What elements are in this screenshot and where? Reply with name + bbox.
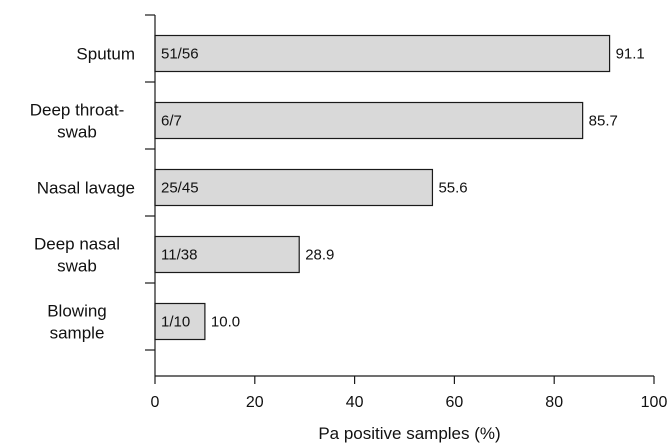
bar-count-label: 11/38	[161, 247, 197, 264]
category-label: Sputum	[76, 45, 135, 64]
category-label: Nasal lavage	[37, 179, 135, 198]
x-tick-label: 20	[246, 394, 264, 411]
bar-value-label: 55.6	[438, 180, 467, 197]
x-tick-label: 0	[151, 394, 160, 411]
bar-count-label: 51/56	[161, 46, 199, 63]
bar	[154, 235, 300, 274]
bar-value-label: 28.9	[305, 247, 334, 264]
x-tick-label: 60	[446, 394, 464, 411]
bar	[154, 101, 584, 140]
bar	[154, 302, 206, 341]
bar	[154, 168, 434, 207]
bars-group: 51/56 91.1 6/7 85.7 25/45 55.6 11/38 28.9 1/10 10…	[154, 34, 645, 341]
category-label: Blowing	[47, 302, 107, 321]
category-label: Deep throat-	[30, 101, 125, 120]
x-tick-label: 100	[641, 394, 668, 411]
category-label: swab	[57, 257, 97, 276]
category-label: swab	[57, 123, 97, 142]
x-ticks-group: 0 20 40 60 80 100	[151, 376, 668, 411]
category-labels-group: Sputum Deep throat-swab Nasal lavage Deep n…	[30, 14, 155, 351]
category-label: Deep nasal	[34, 235, 120, 254]
bar	[154, 34, 611, 73]
bar-value-label: 85.7	[589, 113, 618, 130]
bar-count-label: 1/10	[161, 314, 190, 331]
bar-value-label: 10.0	[211, 314, 240, 331]
bar-count-label: 6/7	[161, 113, 182, 130]
x-tick-label: 40	[346, 394, 364, 411]
category-label: sample	[50, 324, 105, 343]
bar-value-label: 91.1	[616, 46, 645, 63]
x-axis-title: Pa positive samples (%)	[318, 424, 500, 443]
bar-count-label: 25/45	[161, 180, 199, 197]
x-tick-label: 80	[545, 394, 563, 411]
